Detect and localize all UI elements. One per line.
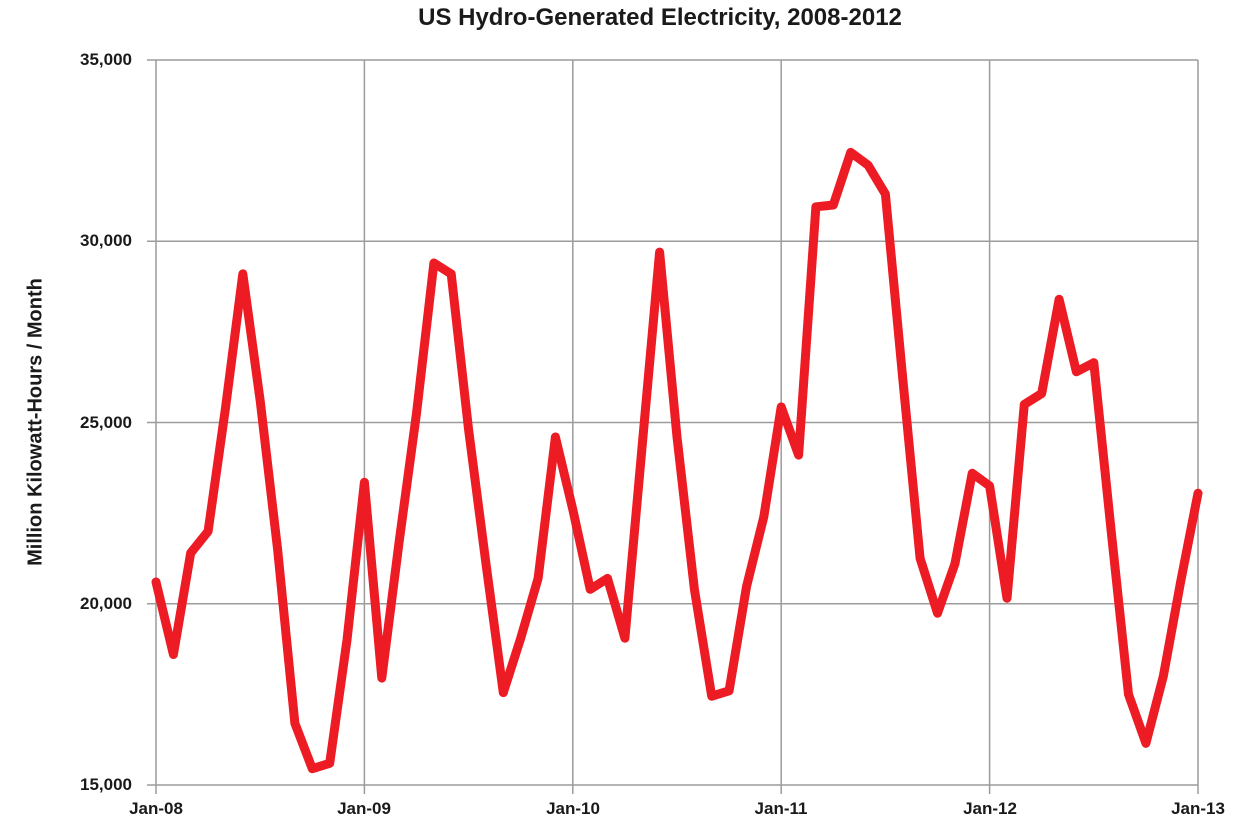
hydro-line-series xyxy=(151,147,1203,774)
chart-title: US Hydro-Generated Electricity, 2008-201… xyxy=(418,4,902,31)
y-tick-30000: 30,000 xyxy=(80,231,132,250)
x-tick-jan-10: Jan-10 xyxy=(546,799,600,818)
x-tick-jan-12: Jan-12 xyxy=(963,799,1017,818)
y-tick-35000: 35,000 xyxy=(80,50,132,69)
x-tick-jan-09: Jan-09 xyxy=(337,799,391,818)
y-tick-15000: 15,000 xyxy=(80,775,132,794)
y-tick-25000: 25,000 xyxy=(80,413,132,432)
y-tick-20000: 20,000 xyxy=(80,594,132,613)
x-tick-jan-13: Jan-13 xyxy=(1171,799,1225,818)
x-tick-jan-08: Jan-08 xyxy=(129,799,183,818)
x-tick-jan-11: Jan-11 xyxy=(754,799,808,818)
